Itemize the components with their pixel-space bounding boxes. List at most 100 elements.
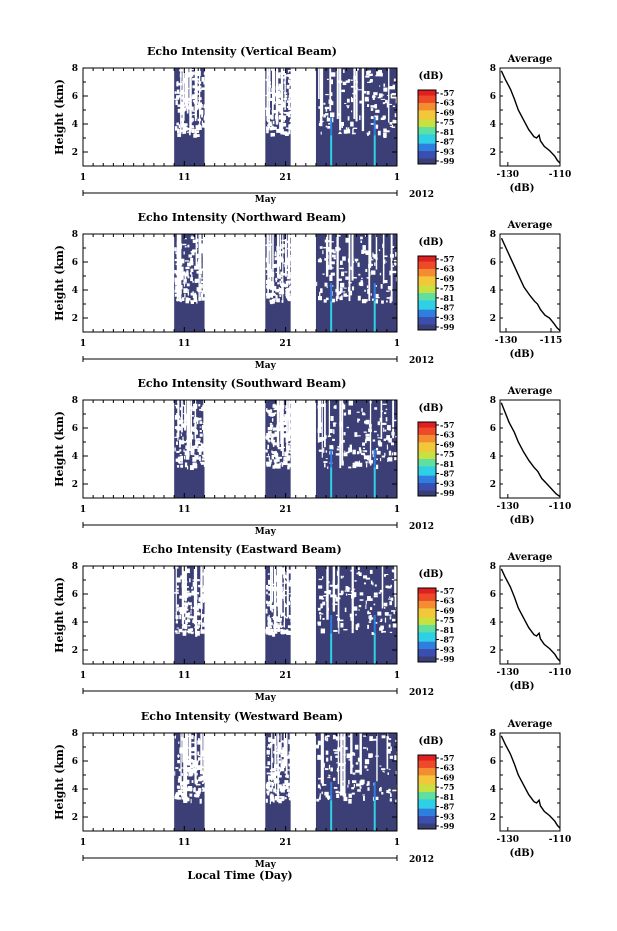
no-data-gap <box>174 735 177 739</box>
no-data-gap <box>174 258 178 262</box>
echo-streak-upper <box>373 283 376 302</box>
colorbar-tick-label: -93 <box>440 811 455 821</box>
no-data-gap <box>187 276 190 279</box>
no-data-gap <box>266 772 271 775</box>
colorbar-tick-label: -57 <box>440 88 454 98</box>
no-data-gap <box>275 465 280 469</box>
no-data-gap <box>289 248 295 251</box>
no-data-gap <box>268 293 272 298</box>
no-data-gap <box>196 760 199 763</box>
no-data-gap <box>281 239 286 242</box>
no-data-gap <box>175 792 178 797</box>
colorbar-tick-label: -81 <box>440 792 454 802</box>
panel-title: Echo Intensity (Eastward Beam) <box>142 543 341 556</box>
no-data-gap <box>290 272 295 275</box>
no-data-gap <box>274 628 279 632</box>
no-data-gap <box>289 110 292 114</box>
no-data-gap <box>343 629 348 631</box>
no-data-gap <box>175 792 180 795</box>
no-data-gap <box>339 287 343 293</box>
no-data-gap <box>377 437 382 439</box>
no-data-gap <box>287 448 292 451</box>
no-data-streak <box>198 234 200 302</box>
colorbar-segment <box>418 108 436 111</box>
colorbar-segment <box>418 309 436 312</box>
no-data-gap <box>275 263 279 265</box>
no-data-gap <box>366 463 368 468</box>
colorbar-segment <box>418 760 436 763</box>
no-data-gap <box>180 464 184 468</box>
no-data-streak <box>329 68 332 111</box>
no-data-gap <box>383 128 387 133</box>
no-data-gap <box>317 607 321 611</box>
colorbar-segment <box>418 276 436 279</box>
no-data-gap <box>278 116 282 120</box>
colorbar-segment <box>418 429 436 432</box>
no-data-streak <box>285 733 288 778</box>
no-data-gap <box>272 776 274 780</box>
colorbar-segment <box>418 790 436 793</box>
colorbar-segment <box>418 130 436 134</box>
no-data-gap <box>345 127 348 130</box>
no-data-gap <box>193 297 198 302</box>
no-data-gap <box>180 786 184 790</box>
no-data-gap <box>274 461 277 465</box>
no-data-gap <box>176 465 180 468</box>
no-data-gap <box>340 590 344 594</box>
y-tick-label: 2 <box>72 813 78 823</box>
x-tick-label: 1 <box>80 339 86 349</box>
no-data-gap <box>387 457 393 462</box>
colorbar-segment <box>418 324 436 327</box>
no-data-gap <box>325 93 329 96</box>
no-data-gap <box>333 777 336 781</box>
no-data-gap <box>330 767 333 772</box>
no-data-streak <box>180 733 182 790</box>
colorbar-segment <box>418 617 436 620</box>
colorbar-segment <box>418 797 436 800</box>
no-data-gap <box>190 426 195 432</box>
no-data-gap <box>187 291 189 296</box>
no-data-streak <box>201 566 203 634</box>
no-data-gap <box>187 289 190 291</box>
colorbar-segment <box>418 311 436 314</box>
no-data-gap <box>183 283 186 287</box>
no-data-gap <box>325 108 328 112</box>
average-title: Average <box>507 220 553 231</box>
no-data-gap <box>268 787 273 792</box>
no-data-gap <box>268 121 272 127</box>
no-data-gap <box>289 401 294 404</box>
no-data-gap <box>181 271 186 276</box>
no-data-gap <box>392 265 394 268</box>
no-data-gap <box>198 297 202 301</box>
no-data-gap <box>177 92 182 94</box>
no-data-gap <box>370 607 373 610</box>
no-data-gap <box>344 590 348 592</box>
colorbar-segment <box>418 784 436 787</box>
no-data-streak <box>195 68 197 110</box>
no-data-gap <box>282 76 286 79</box>
colorbar-segment <box>418 812 436 815</box>
no-data-gap <box>383 438 387 441</box>
no-data-gap <box>191 253 194 256</box>
no-data-gap <box>269 769 272 772</box>
no-data-gap <box>181 626 184 629</box>
no-data-streak <box>183 733 186 802</box>
colorbar-segment <box>418 626 436 630</box>
no-data-gap <box>346 753 351 759</box>
no-data-gap <box>323 114 326 118</box>
no-data-streak <box>332 566 336 612</box>
no-data-gap <box>290 442 292 445</box>
no-data-gap <box>266 435 270 439</box>
no-data-gap <box>366 104 370 107</box>
no-data-streak <box>290 733 293 778</box>
no-data-gap <box>389 631 393 634</box>
no-data-gap <box>284 132 289 136</box>
no-data-gap <box>323 461 328 463</box>
no-data-streak <box>266 234 268 270</box>
no-data-gap <box>320 605 323 609</box>
colorbar-tick-label: -81 <box>440 127 454 137</box>
no-data-gap <box>369 736 373 742</box>
colorbar-segment <box>418 444 436 447</box>
average-y-tick-label: 4 <box>490 120 496 130</box>
no-data-gap <box>266 604 271 607</box>
